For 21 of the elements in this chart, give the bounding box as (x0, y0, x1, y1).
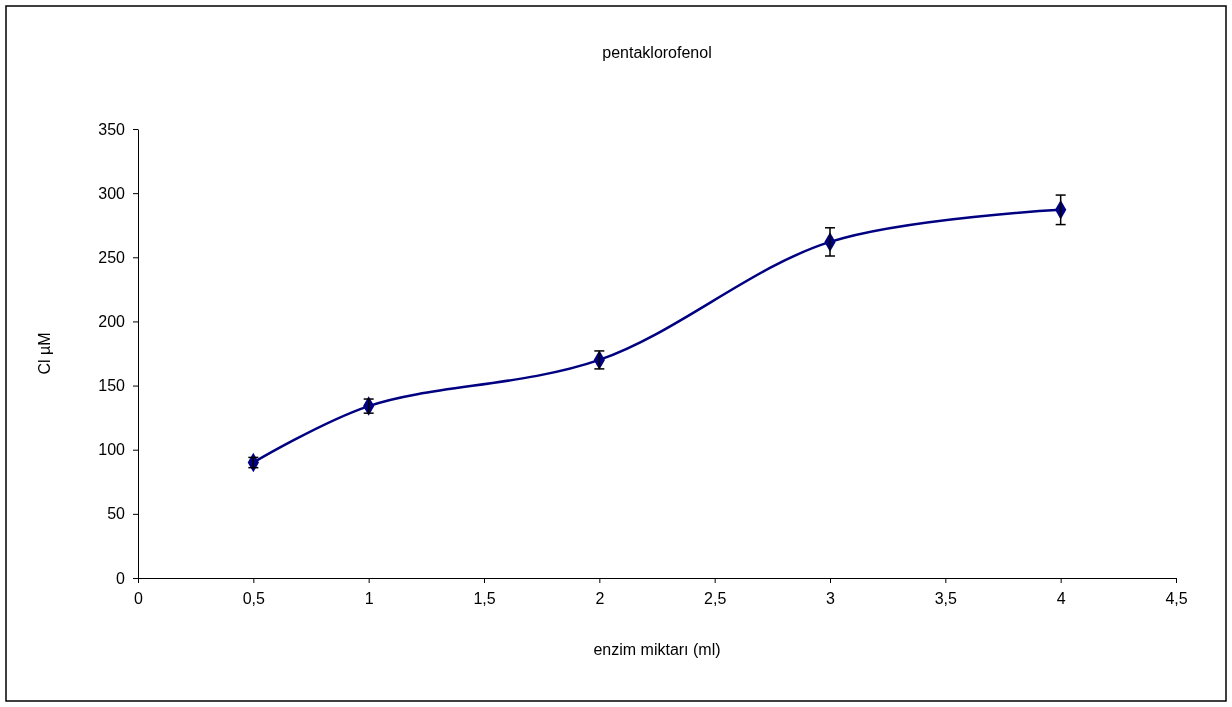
x-tick-label: 4,5 (1165, 590, 1188, 608)
y-tick-label: 50 (107, 505, 126, 523)
y-tick-label: 100 (98, 441, 126, 459)
y-tick-label: 300 (98, 184, 126, 202)
y-tick-label: 350 (98, 120, 126, 138)
y-axis-title: Cl µM (36, 332, 53, 375)
x-tick-label: 2 (595, 590, 605, 608)
x-tick-label: 1,5 (473, 590, 496, 608)
x-tick-label: 3 (826, 590, 836, 608)
x-tick-label: 1 (364, 590, 374, 608)
y-tick-label: 200 (98, 313, 126, 331)
x-tick-label: 0,5 (242, 590, 266, 608)
y-tick-label: 250 (98, 248, 126, 266)
x-tick-label: 4 (1056, 590, 1066, 608)
chart-title: pentaklorofenol (602, 44, 712, 61)
x-tick-label: 3,5 (934, 590, 958, 608)
x-tick-label: 2,5 (704, 590, 727, 608)
x-axis-title: enzim miktarı (ml) (593, 641, 721, 658)
x-tick-label: 0 (134, 590, 144, 608)
y-tick-label: 0 (116, 569, 126, 587)
y-tick-label: 150 (98, 377, 126, 395)
